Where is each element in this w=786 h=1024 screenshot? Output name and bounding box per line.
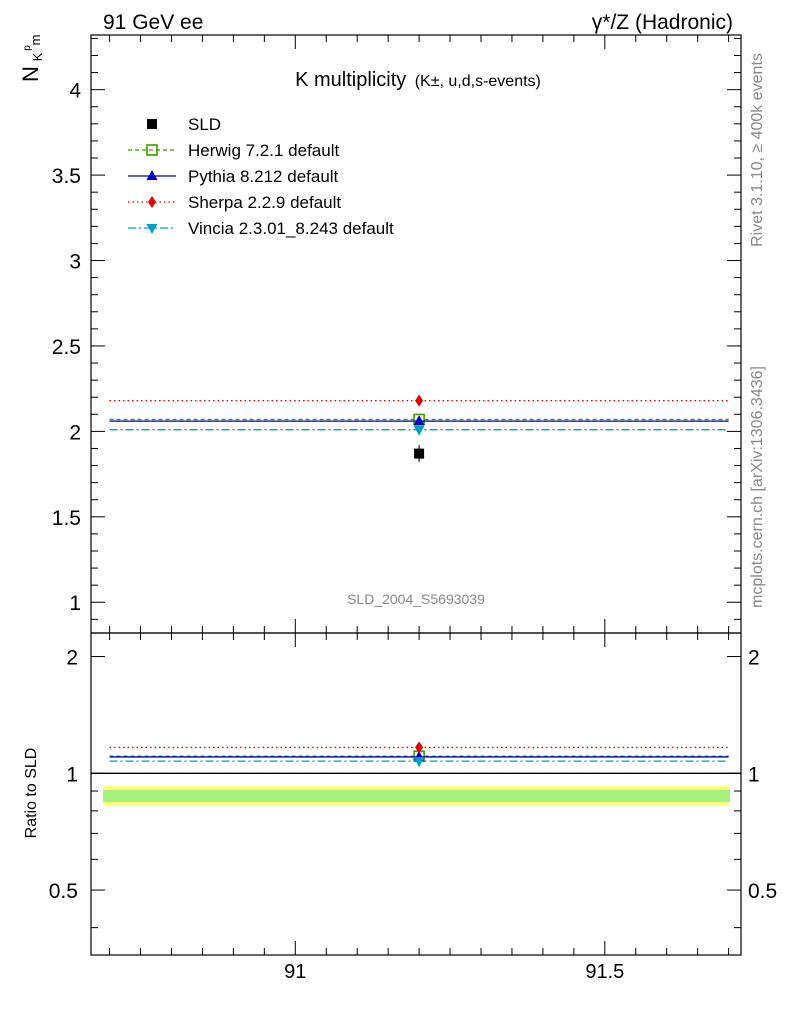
chart-marks <box>91 394 741 774</box>
ratio-y-tick-label-right: 2 <box>748 647 760 670</box>
ratio-y-tick-label-right: 1 <box>748 763 760 786</box>
y-axis-label-k: K <box>30 52 45 61</box>
y-axis-label-m: m <box>28 35 43 46</box>
series-marker-sherpa <box>415 394 424 407</box>
legend-marker-pythia <box>146 170 158 180</box>
legend-marker-vincia <box>146 224 158 234</box>
series-marker-vincia <box>413 425 425 436</box>
ratio-y-axis-label: Ratio to SLD <box>23 748 40 839</box>
legend: SLD Herwig 7.2.1 default Pythia 8.212 defa… <box>128 115 394 238</box>
y-tick-label: 3 <box>69 251 81 274</box>
ratio-y-tick-label: 0.5 <box>49 880 78 903</box>
y-tick-label: 1.5 <box>52 507 81 530</box>
ratio-band-inner <box>103 790 730 802</box>
y-axis-label: N K p m <box>18 35 45 82</box>
chart-title: K multiplicity (K±, u,d,s-events) <box>295 69 541 91</box>
x-tick-label: 91.5 <box>585 961 624 983</box>
analysis-watermark: SLD_2004_S5693039 <box>347 591 485 607</box>
legend-label-vincia: Vincia 2.3.01_8.243 default <box>188 219 394 238</box>
rivet-version-label: Rivet 3.1.10, ≥ 400k events <box>749 53 766 247</box>
y-axis-label-p: p <box>22 45 33 51</box>
legend-label-herwig: Herwig 7.2.1 default <box>188 141 339 160</box>
y-tick-label: 2 <box>69 421 81 444</box>
ratio-y-tick-label-right: 0.5 <box>748 880 777 903</box>
chart-title-sub: (K±, u,d,s-events) <box>415 73 541 90</box>
legend-marker-sherpa <box>148 196 156 208</box>
legend-label-sld: SLD <box>188 115 221 134</box>
legend-marker-herwig <box>146 144 158 156</box>
ratio-bands <box>103 786 730 806</box>
chart-title-main: K multiplicity <box>295 69 406 91</box>
ratio-marker-sherpa <box>415 741 424 754</box>
ratio-y-tick-label: 1 <box>66 763 78 786</box>
header-right: γ*/Z (Hadronic) <box>592 11 733 34</box>
ratio-y-tick-label: 2 <box>66 647 78 670</box>
data-marker-sld <box>414 448 425 459</box>
series-marker-pythia <box>413 415 425 426</box>
axis-ticks: 91 91.5 1 1.5 2 2.5 3 3.5 4 0.5 0.5 1 1 2 2 <box>49 35 777 983</box>
y-tick-label: 4 <box>69 80 81 103</box>
ratio-plot-frame <box>90 632 742 956</box>
y-tick-label: 1 <box>69 592 81 615</box>
mcplots-label: mcplots.cern.ch [arXiv:1306.3436] <box>749 366 766 608</box>
x-tick-label: 91 <box>284 961 306 983</box>
y-tick-label: 2.5 <box>52 336 81 359</box>
header-left: 91 GeV ee <box>103 11 203 34</box>
y-tick-label: 3.5 <box>52 165 81 188</box>
legend-marker-sld <box>147 119 157 129</box>
ratio-marker-vincia <box>413 757 425 768</box>
legend-label-sherpa: Sherpa 2.2.9 default <box>188 193 341 212</box>
legend-label-pythia: Pythia 8.212 default <box>188 167 339 186</box>
y-axis-label-n: N <box>18 66 43 82</box>
